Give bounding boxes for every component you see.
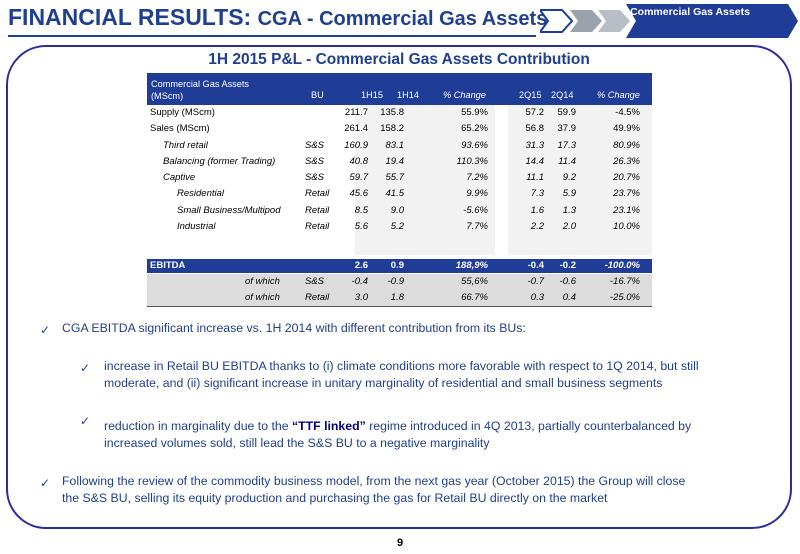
table-header: Commercial Gas Assets (MScm) BU 1H15 1H1… xyxy=(147,75,652,105)
page-title: FINANCIAL RESULTS: CGA - Commercial Gas … xyxy=(8,4,547,31)
section-title: 1H 2015 P&L - Commercial Gas Assets Cont… xyxy=(208,51,590,68)
chevron-2-icon xyxy=(570,10,602,32)
bullet-3-line1: reduction in marginality due to the “TTF… xyxy=(104,419,692,433)
table-body: Supply (MScm) 211.7 135.8 55.9% 57.2 59.… xyxy=(147,105,652,235)
shade-2q xyxy=(508,105,652,255)
table-row: of which Retail 3.0 1.8 66.7% 0.3 0.4 -2… xyxy=(245,292,640,303)
bullet-3-line2: increased volumes sold, still lead the S… xyxy=(104,436,490,450)
section-underline xyxy=(147,73,652,75)
bullet-3: reduction in marginality due to the “TTF… xyxy=(104,418,774,452)
nav-chevron-label: Commercial Gas Assets xyxy=(630,6,750,18)
bullet-4-line2: the S&S BU, selling its equity productio… xyxy=(62,491,608,505)
table-row: Supply (MScm) 211.7 135.8 55.9% 57.2 59.… xyxy=(150,107,640,118)
table-row: Residential Retail 45.6 41.5 9.9% 7.3 5.… xyxy=(177,188,640,200)
table-row: Third retail S&S 160.9 83.1 93.6% 31.3 1… xyxy=(163,139,640,151)
chevron-3-icon xyxy=(598,10,630,32)
check-icon: ✓ xyxy=(40,476,51,490)
col-header-change-2q: % Change xyxy=(597,90,640,100)
nav-chevrons xyxy=(540,4,798,38)
page-title-sub: CGA - Commercial Gas Assets xyxy=(257,8,548,30)
check-icon: ✓ xyxy=(40,323,51,337)
chevron-1-icon xyxy=(540,9,574,33)
col-header-bu: BU xyxy=(311,90,324,100)
header-left-line2: (MScm) xyxy=(151,91,184,101)
content-frame xyxy=(6,45,792,529)
col-header-change-1h: % Change xyxy=(443,90,486,100)
ttf-linked-quote: “TTF linked” xyxy=(291,419,366,433)
bullet-2: increase in Retail BU EBITDA thanks to (… xyxy=(104,358,774,392)
ebitda-row: EBITDA 2.6 0.9 188,9% -0.4 -0.2 -100.0% xyxy=(150,260,640,271)
bullet-2-line2: moderate, and (ii) significant increase … xyxy=(104,376,663,390)
check-icon: ✓ xyxy=(80,414,91,428)
col-header-2q14: 2Q14 xyxy=(551,90,574,100)
ebitda-bar xyxy=(147,259,652,273)
shade-1h xyxy=(355,105,495,255)
header-left: Commercial Gas Assets (MScm) xyxy=(151,78,249,102)
table-row: Small Business/Multipod Retail 8.5 9.0 -… xyxy=(177,204,640,216)
pl-table: Commercial Gas Assets (MScm) BU 1H15 1H1… xyxy=(147,75,652,105)
of-which-shade xyxy=(147,274,652,306)
bullet-1: CGA EBITDA significant increase vs. 1H 2… xyxy=(62,321,526,335)
check-icon: ✓ xyxy=(80,361,91,375)
table-row: Captive S&S 59.7 55.7 7.2% 11.1 9.2 20.7… xyxy=(163,172,640,184)
page-number: 9 xyxy=(396,537,404,549)
bullet-4-line1: Following the review of the commodity bu… xyxy=(62,474,686,488)
table-row: of which S&S -0.4 -0.9 55,6% -0.7 -0.6 -… xyxy=(245,276,640,287)
bullet-2-line1: increase in Retail BU EBITDA thanks to (… xyxy=(104,359,699,373)
table-row: Industrial Retail 5.6 5.2 7.7% 2.2 2.0 1… xyxy=(177,221,640,233)
page-title-main: FINANCIAL RESULTS: xyxy=(8,4,252,30)
header-left-line1: Commercial Gas Assets xyxy=(151,79,250,89)
table-row: Balancing (former Trading) S&S 40.8 19.4… xyxy=(163,155,640,167)
title-underline xyxy=(8,35,536,37)
chevron-4-icon xyxy=(626,4,798,38)
col-header-1h15: 1H15 xyxy=(361,90,383,100)
col-header-1h14: 1H14 xyxy=(397,90,419,100)
table-row: Sales (MScm) 261.4 158.2 65.2% 56.8 37.9… xyxy=(150,123,640,135)
bullet-4: Following the review of the commodity bu… xyxy=(62,473,774,507)
col-header-2q15: 2Q15 xyxy=(519,90,542,100)
table-bottom-rule xyxy=(147,306,652,307)
